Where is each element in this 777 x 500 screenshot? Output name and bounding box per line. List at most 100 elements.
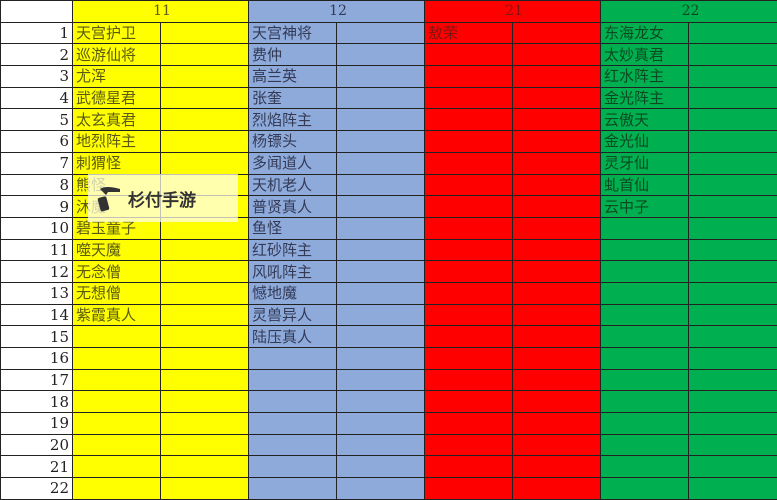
cell[interactable]: 鱼怪	[248, 216, 338, 240]
row-number[interactable]: 19	[0, 412, 73, 435]
row-number[interactable]: 22	[0, 477, 73, 500]
corner-cell[interactable]	[0, 0, 73, 23]
cell[interactable]	[512, 390, 602, 414]
cell[interactable]	[336, 325, 426, 348]
row-number[interactable]: 14	[0, 303, 73, 327]
cell[interactable]	[159, 65, 250, 88]
cell[interactable]: 紫霞真人	[72, 303, 161, 327]
cell[interactable]	[336, 347, 426, 370]
cell[interactable]: 虬首仙	[600, 173, 690, 197]
cell[interactable]	[600, 216, 690, 240]
cell[interactable]	[336, 21, 426, 45]
cell[interactable]	[512, 65, 602, 88]
cell[interactable]: 风吼阵主	[248, 260, 338, 283]
cell[interactable]: 太妙真君	[600, 43, 690, 67]
cell[interactable]	[512, 260, 602, 283]
cell[interactable]: 东海龙女	[600, 21, 690, 45]
cell[interactable]	[248, 368, 338, 392]
cell[interactable]	[512, 303, 602, 327]
cell[interactable]: 地烈阵主	[72, 130, 161, 153]
row-number[interactable]: 7	[0, 151, 73, 175]
cell[interactable]: 噬天魔	[72, 238, 161, 262]
cell[interactable]: 陆压真人	[248, 325, 338, 348]
cell[interactable]	[159, 130, 250, 153]
cell[interactable]	[336, 368, 426, 392]
cell[interactable]	[336, 238, 426, 262]
cell[interactable]	[688, 303, 777, 327]
cell[interactable]	[424, 281, 514, 305]
cell[interactable]	[424, 173, 514, 197]
row-number[interactable]: 17	[0, 368, 73, 392]
row-number[interactable]: 9	[0, 195, 73, 218]
cell[interactable]: 尤浑	[72, 65, 161, 88]
cell[interactable]	[600, 238, 690, 262]
cell[interactable]	[336, 477, 426, 500]
row-number[interactable]: 1	[0, 21, 73, 45]
cell[interactable]	[159, 281, 250, 305]
cell[interactable]	[72, 347, 161, 370]
row-number[interactable]: 5	[0, 108, 73, 132]
cell[interactable]	[72, 477, 161, 500]
cell[interactable]	[688, 433, 777, 457]
cell[interactable]	[159, 433, 250, 457]
cell[interactable]: 云中子	[600, 195, 690, 218]
cell[interactable]	[600, 303, 690, 327]
cell[interactable]	[336, 412, 426, 435]
cell[interactable]	[688, 216, 777, 240]
cell[interactable]	[600, 260, 690, 283]
cell[interactable]	[512, 455, 602, 479]
cell[interactable]	[159, 368, 250, 392]
cell[interactable]	[159, 325, 250, 348]
cell[interactable]	[159, 86, 250, 110]
cell[interactable]	[159, 347, 250, 370]
cell[interactable]	[159, 390, 250, 414]
cell[interactable]	[424, 390, 514, 414]
row-number[interactable]: 8	[0, 173, 73, 197]
cell[interactable]	[688, 238, 777, 262]
cell[interactable]	[600, 477, 690, 500]
cell[interactable]	[424, 368, 514, 392]
cell[interactable]	[688, 195, 777, 218]
cell[interactable]	[424, 325, 514, 348]
cell[interactable]	[336, 151, 426, 175]
cell[interactable]	[336, 173, 426, 197]
cell[interactable]	[688, 281, 777, 305]
cell[interactable]: 天宫神将	[248, 21, 338, 45]
cell[interactable]	[424, 412, 514, 435]
cell[interactable]	[72, 390, 161, 414]
row-number[interactable]: 16	[0, 347, 73, 370]
cell[interactable]	[512, 433, 602, 457]
cell[interactable]	[512, 195, 602, 218]
cell[interactable]: 太玄真君	[72, 108, 161, 132]
cell[interactable]	[72, 455, 161, 479]
cell[interactable]	[424, 65, 514, 88]
cell[interactable]	[336, 433, 426, 457]
row-number[interactable]: 18	[0, 390, 73, 414]
cell[interactable]	[688, 151, 777, 175]
cell[interactable]	[512, 43, 602, 67]
cell[interactable]: 武德星君	[72, 86, 161, 110]
cell[interactable]	[159, 21, 250, 45]
cell[interactable]	[512, 281, 602, 305]
cell[interactable]	[600, 433, 690, 457]
cell[interactable]: 刺猬怪	[72, 151, 161, 175]
cell[interactable]	[159, 216, 250, 240]
cell[interactable]: 天机老人	[248, 173, 338, 197]
cell[interactable]	[688, 43, 777, 67]
cell[interactable]	[248, 390, 338, 414]
column-header[interactable]: 22	[600, 0, 777, 23]
cell[interactable]	[424, 151, 514, 175]
cell[interactable]	[159, 412, 250, 435]
cell[interactable]	[72, 412, 161, 435]
cell[interactable]	[600, 347, 690, 370]
row-number[interactable]: 21	[0, 455, 73, 479]
cell[interactable]	[512, 238, 602, 262]
cell[interactable]	[336, 260, 426, 283]
cell[interactable]	[688, 108, 777, 132]
cell[interactable]	[336, 195, 426, 218]
cell[interactable]: 敖荣	[424, 21, 514, 45]
cell[interactable]	[688, 65, 777, 88]
column-header[interactable]: 21	[424, 0, 602, 23]
cell[interactable]: 普贤真人	[248, 195, 338, 218]
cell[interactable]	[512, 477, 602, 500]
